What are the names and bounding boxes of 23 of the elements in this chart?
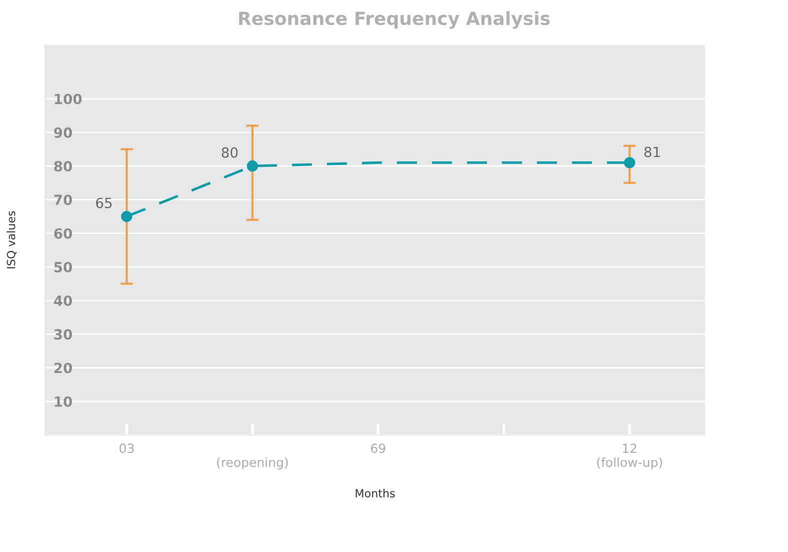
x-tick-label: 69 bbox=[371, 444, 386, 454]
data-label: 65 bbox=[96, 198, 112, 208]
y-tick-label: 60 bbox=[54, 228, 72, 239]
x-tick-label: (reopening) bbox=[217, 457, 288, 470]
y-tick-label: 90 bbox=[54, 127, 72, 138]
data-label: 81 bbox=[644, 146, 660, 158]
point bbox=[246, 160, 258, 172]
data-label: 80 bbox=[222, 147, 238, 158]
y-tick-label: 70 bbox=[54, 194, 72, 206]
y-tick-label: 50 bbox=[54, 262, 72, 272]
x-axis-title: Months bbox=[356, 488, 395, 498]
y-tick-label: 10 bbox=[54, 396, 72, 407]
chart-title: Resonance Frequency Analysis bbox=[239, 11, 550, 29]
y-tick-label: 80 bbox=[54, 161, 72, 172]
y-tick-label: 40 bbox=[54, 295, 72, 306]
point bbox=[624, 157, 636, 168]
y-tick-label: 20 bbox=[54, 362, 72, 374]
x-tick-label: 03 bbox=[120, 444, 134, 454]
y-axis-title: ISQ values bbox=[6, 211, 16, 268]
y-tick-label: 100 bbox=[54, 94, 82, 104]
x-tick-label: 12 (follow-up) bbox=[597, 444, 662, 470]
point bbox=[121, 210, 132, 222]
y-tick-label: 30 bbox=[54, 329, 72, 340]
